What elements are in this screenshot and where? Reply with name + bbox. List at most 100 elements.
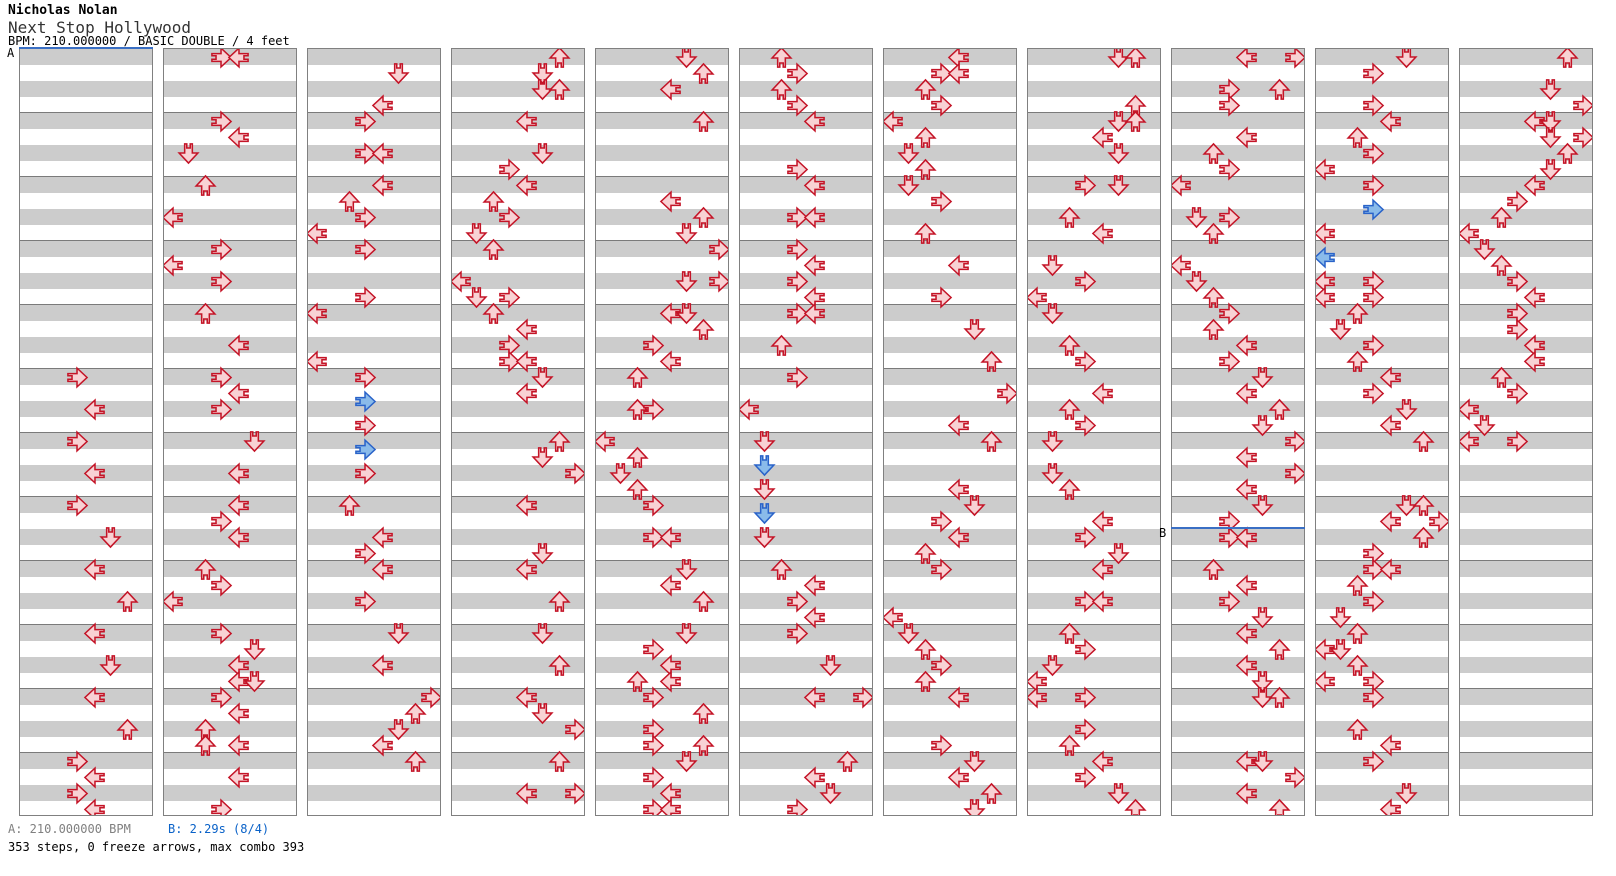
arrow-up-icon: [1058, 206, 1081, 229]
beat-stripe: [1028, 241, 1160, 257]
arrow-left-icon: [884, 109, 904, 133]
arrow-up-icon: [338, 494, 361, 517]
measure-line: [164, 624, 296, 625]
arrow-left-icon: [1460, 429, 1480, 453]
measure-line: [164, 304, 296, 305]
beat-stripe: [1172, 721, 1304, 737]
arrow-down-icon: [1329, 318, 1352, 341]
beat-stripe: [1316, 401, 1448, 417]
beat-stripe: [1028, 433, 1160, 449]
arrow-up-icon: [1124, 94, 1147, 117]
arrow-left-icon: [1091, 557, 1114, 581]
arrow-left-icon: [803, 765, 826, 789]
arrow-down-icon: [1041, 462, 1064, 485]
measure-line: [1028, 432, 1160, 433]
measure-line: [1460, 368, 1592, 369]
measure-line: [884, 304, 1016, 305]
measure-line: [164, 496, 296, 497]
arrow-down-icon: [819, 782, 842, 805]
measure-line: [884, 688, 1016, 689]
measure-line: [308, 432, 440, 433]
beat-stripe: [884, 401, 1016, 417]
arrow-left-icon: [803, 573, 826, 597]
measure-line: [20, 112, 152, 113]
measure-line: [596, 496, 728, 497]
arrow-right-icon: [1506, 429, 1529, 453]
arrow-up-icon: [1346, 574, 1369, 597]
beat-stripe: [308, 305, 440, 321]
measure-line: [1028, 240, 1160, 241]
measure-line: [452, 176, 584, 177]
measure-line: [20, 752, 152, 753]
arrow-up-icon: [692, 62, 715, 85]
beat-stripe: [596, 145, 728, 161]
arrow-right-icon: [708, 269, 728, 293]
arrow-down-icon: [1395, 398, 1418, 421]
arrow-right-icon: [1362, 333, 1385, 357]
measure-line: [452, 240, 584, 241]
measure-line: [884, 624, 1016, 625]
measure-line: [884, 432, 1016, 433]
arrow-right-icon: [786, 301, 809, 325]
chart-column-6: [739, 48, 873, 816]
arrow-right-icon: [1362, 93, 1385, 117]
arrow-right-icon: [66, 365, 89, 389]
arrow-left-icon: [1235, 653, 1258, 677]
beat-stripe: [20, 177, 152, 193]
arrow-right-icon: [642, 797, 665, 815]
arrow-down-icon: [1041, 302, 1064, 325]
arrow-up-icon: [914, 222, 937, 245]
arrow-right-icon: [210, 397, 233, 421]
beat-stripe: [1028, 113, 1160, 129]
arrow-right-icon: [642, 717, 665, 741]
measure-line: [1172, 560, 1304, 561]
beat-stripe: [1172, 113, 1304, 129]
beat-stripe: [884, 625, 1016, 641]
arrow-left-icon: [371, 141, 394, 165]
arrow-right-icon: [642, 733, 665, 757]
arrow-up-icon: [626, 478, 649, 501]
arrow-up-icon: [1412, 526, 1435, 549]
arrow-left-icon: [371, 93, 394, 117]
arrow-left-icon: [227, 669, 250, 693]
arrow-up-icon: [914, 126, 937, 149]
arrow-left-icon: [308, 349, 328, 373]
measure-line: [740, 496, 872, 497]
beat-stripe: [452, 753, 584, 769]
beat-stripe: [1172, 433, 1304, 449]
arrow-right-icon: [996, 381, 1016, 405]
measure-line: [1316, 368, 1448, 369]
measure-line: [884, 112, 1016, 113]
arrow-down-icon: [243, 670, 266, 693]
arrow-left-icon: [803, 205, 826, 229]
arrow-right-icon: [930, 61, 953, 85]
arrow-right-icon: [1218, 77, 1241, 101]
arrow-right-icon: [1362, 269, 1385, 293]
arrow-down-icon: [753, 526, 776, 549]
beat-stripe: [884, 81, 1016, 97]
arrow-left-icon: [515, 557, 538, 581]
arrow-up-icon: [1058, 478, 1081, 501]
measure-line: [1316, 688, 1448, 689]
arrow-down-icon-blue: [753, 454, 776, 477]
arrow-left-icon: [1523, 285, 1546, 309]
measure-line: [596, 752, 728, 753]
chart-column-2: [163, 48, 297, 816]
beat-stripe: [1460, 209, 1592, 225]
arrow-left-icon: [1091, 381, 1114, 405]
measure-line: [452, 432, 584, 433]
arrow-right-icon: [1284, 429, 1304, 453]
measure-line: [740, 112, 872, 113]
arrow-down-icon: [1107, 542, 1130, 565]
beat-stripe: [1028, 625, 1160, 641]
arrow-left-icon: [659, 301, 682, 325]
arrow-down-icon: [897, 142, 920, 165]
arrow-left-icon: [1091, 125, 1114, 149]
arrow-right-icon: [420, 685, 440, 709]
arrow-down-icon: [1395, 494, 1418, 517]
measure-line: [452, 560, 584, 561]
arrow-down-icon: [1107, 49, 1130, 69]
beat-stripe: [1028, 465, 1160, 481]
arrow-right-icon: [786, 797, 809, 815]
beat-stripe: [20, 305, 152, 321]
